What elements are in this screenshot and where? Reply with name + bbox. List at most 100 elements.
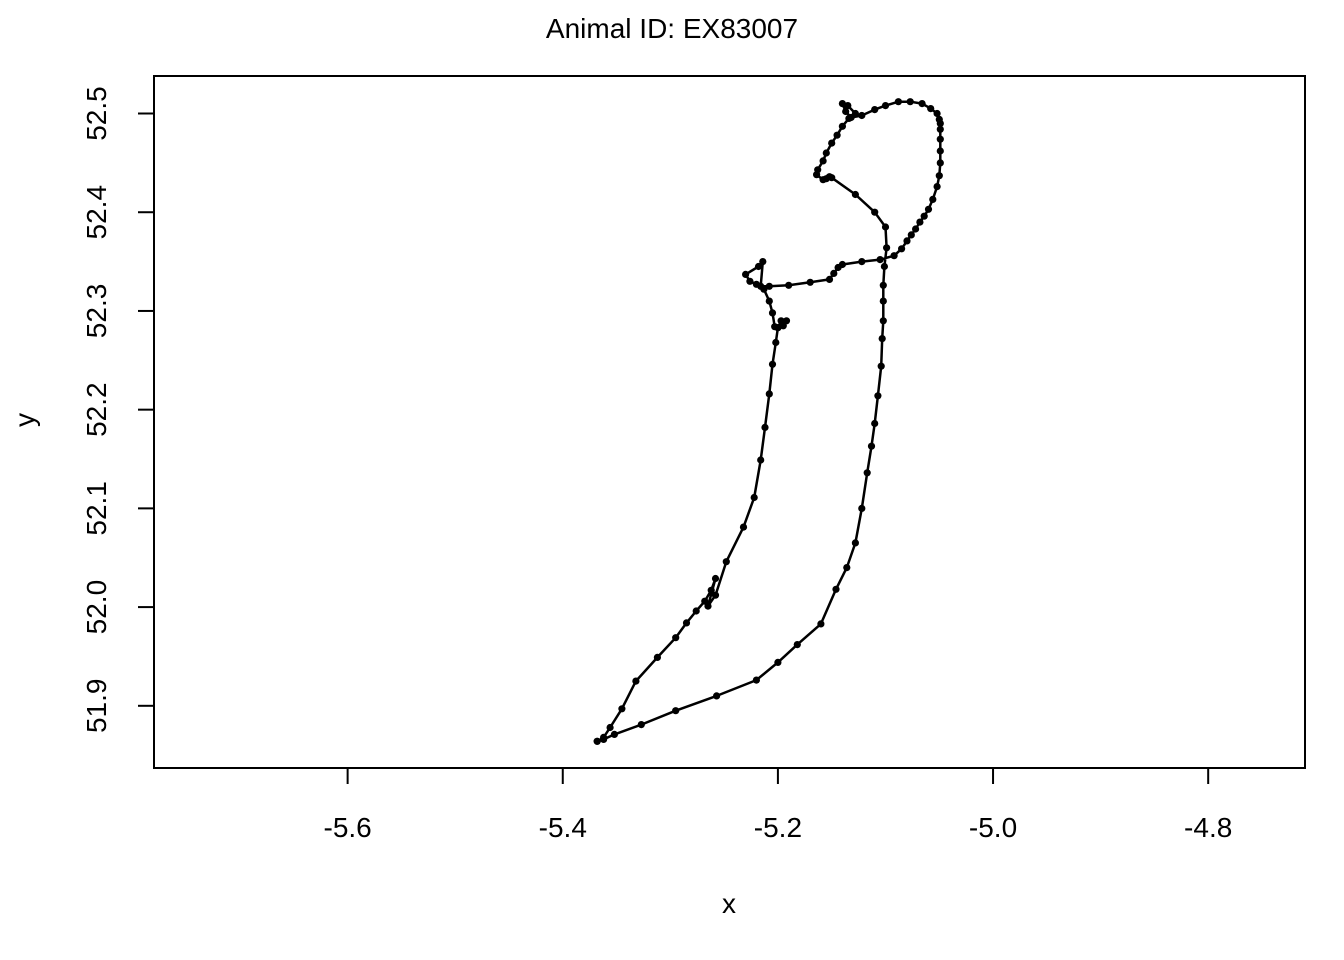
track-point [746,277,754,285]
track-point [898,245,906,253]
track-point [833,131,841,139]
y-axis-label: y [9,413,40,427]
y-axis: 51.9 52.0 52.1 52.2 52.3 52.4 52.5 [81,86,155,734]
track-point [777,317,785,325]
track-point [610,730,619,739]
track-point [933,183,941,191]
track-point [742,270,750,278]
track-point [851,190,860,199]
track-point [844,102,852,110]
track-point [754,262,763,271]
track-point [879,317,887,325]
track-point [637,721,645,729]
track-point [874,392,882,400]
track-point [682,619,691,627]
track-point [707,586,715,594]
track-point [692,607,700,615]
track-point [750,493,758,502]
track-point [936,147,944,155]
track-point [618,705,626,713]
track-point [722,558,730,566]
track-point [871,208,879,216]
track-point [877,362,885,370]
track-point [672,634,680,642]
y-tick-label: 52.2 [81,382,112,437]
track-point [593,737,601,745]
track-point [768,309,777,317]
x-tick-label: -5.6 [324,812,372,843]
track-point [878,335,886,343]
series-layer [593,98,944,745]
track-point [632,677,640,685]
y-tick-label: 51.9 [81,679,112,734]
track-point [838,260,847,269]
track-point [880,262,889,271]
track-point [842,107,850,116]
x-axis-label: x [722,888,736,919]
y-tick-label: 52.1 [81,481,112,535]
track-point [672,707,680,715]
x-axis: -5.6 -5.4 -5.2 -5.0 -4.8 [324,767,1232,843]
track-point [907,231,915,239]
track-point [713,692,721,700]
track-point [757,456,765,464]
track-point [828,139,836,147]
track-point [927,105,935,113]
track-point [858,111,866,120]
track-point [871,106,879,114]
track-point [765,282,773,290]
track-point [867,442,876,450]
chart-title: Animal ID: EX83007 [546,13,798,44]
track-point [881,223,890,231]
track-point [918,100,926,108]
track-point [600,733,608,742]
track-point [851,109,860,118]
track-point [879,297,887,305]
track-point [772,338,780,347]
track-point [830,269,838,277]
track-point [933,109,941,118]
track-point [704,602,712,610]
track-point [761,423,769,431]
track-point [916,218,924,226]
track-point [606,723,614,732]
track-point [822,149,830,157]
track-line [596,100,942,743]
track-point [903,237,911,245]
track-point [935,115,943,123]
track-point [739,523,748,531]
track-point [894,98,903,106]
track-point [765,297,773,305]
track-point [711,591,720,599]
track-point [876,256,884,264]
track-point [929,195,937,203]
track-point [879,281,887,289]
track-point [819,157,827,165]
track-point [752,676,761,684]
track-point [935,172,943,180]
track-point [838,122,847,130]
track-point [936,135,944,143]
track-point [828,174,836,182]
track-point [912,225,920,233]
x-tick-label: -5.2 [754,812,802,843]
track-point [817,620,825,628]
track-point [906,98,914,106]
plot-frame [153,75,1306,769]
track-point [924,205,933,213]
track-point [851,539,860,547]
track-point [920,212,928,220]
track-point [774,658,782,667]
track-point [845,114,853,122]
track-point [838,100,847,108]
track-point [768,360,777,368]
track-point [936,125,944,133]
track-point [757,282,765,290]
track-point [813,171,821,179]
y-tick-label: 52.4 [81,185,112,240]
track-point [863,469,871,477]
track-point [774,324,782,332]
x-tick-label: -4.8 [1184,812,1232,843]
track-point [785,281,793,289]
